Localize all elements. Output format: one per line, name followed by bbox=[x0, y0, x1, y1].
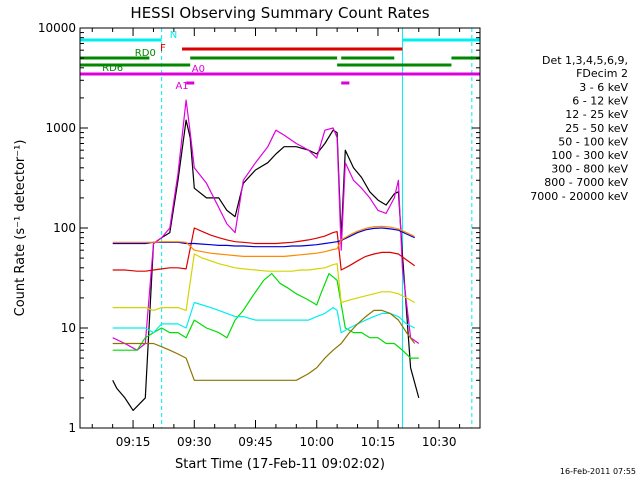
series-line-7 bbox=[112, 225, 415, 257]
x-axis-title: Start Time (17-Feb-11 09:02:02) bbox=[175, 457, 385, 472]
series-line-1 bbox=[112, 99, 420, 351]
y-axis: 1 10 100 1000 10000 bbox=[38, 21, 480, 435]
flag-label-f: F bbox=[160, 43, 166, 54]
flag-label-n: N bbox=[170, 30, 177, 41]
y-tick-label-1: 10 bbox=[61, 321, 76, 335]
y-tick-label-0: 1 bbox=[68, 421, 76, 435]
legend-entry-3: 25 - 50 keV bbox=[565, 122, 628, 135]
series-line-3 bbox=[112, 301, 415, 334]
x-axis: 09:15 09:30 09:45 10:00 10:15 10:30 bbox=[91, 28, 481, 449]
plot-area: NF RD0 RD6 A0 A1 bbox=[79, 28, 480, 428]
flag-label-rd6: RD6 bbox=[102, 63, 123, 74]
footer-date: 16-Feb-2011 07:55 bbox=[560, 467, 636, 476]
series-line-4 bbox=[112, 253, 415, 311]
series-line-5 bbox=[112, 227, 416, 272]
flag-label-a0: A0 bbox=[192, 64, 205, 75]
legend-header-line-2: FDecim 2 bbox=[576, 67, 628, 80]
y-tick-label-3: 1000 bbox=[45, 121, 76, 135]
chart-title: HESSI Observing Summary Count Rates bbox=[130, 4, 429, 22]
y-tick-label-2: 100 bbox=[53, 221, 76, 235]
series-line-8 bbox=[112, 309, 416, 381]
y-axis-title: Count Rate (s⁻¹ detector⁻¹) bbox=[13, 140, 28, 317]
legend-header-line-1: Det 1,3,4,5,6,9, bbox=[542, 54, 628, 67]
x-tick-label-0: 09:15 bbox=[116, 435, 151, 449]
flag-label-rd0: RD0 bbox=[135, 48, 156, 59]
legend-entry-1: 6 - 12 keV bbox=[572, 95, 628, 108]
y-tick-label-4: 10000 bbox=[38, 21, 76, 35]
legend-entry-5: 100 - 300 keV bbox=[551, 149, 628, 162]
series-line-2 bbox=[112, 273, 419, 359]
x-tick-label-4: 10:15 bbox=[361, 435, 396, 449]
legend-entry-7: 800 - 7000 keV bbox=[544, 176, 628, 189]
legend-entry-8: 7000 - 20000 keV bbox=[530, 190, 628, 203]
legend-entry-2: 12 - 25 keV bbox=[565, 108, 628, 121]
flag-label-a1: A1 bbox=[175, 81, 188, 92]
flag-bars: NF RD0 RD6 A0 A1 bbox=[80, 30, 480, 92]
x-tick-label-2: 09:45 bbox=[238, 435, 273, 449]
x-tick-label-3: 10:00 bbox=[299, 435, 334, 449]
x-tick-label-5: 10:30 bbox=[422, 435, 457, 449]
x-tick-label-1: 09:30 bbox=[177, 435, 212, 449]
legend-entry-6: 300 - 800 keV bbox=[551, 163, 628, 176]
series-line-0 bbox=[112, 119, 420, 411]
legend-entry-4: 50 - 100 keV bbox=[558, 135, 628, 148]
series-lines bbox=[112, 99, 420, 411]
legend-entry-0: 3 - 6 keV bbox=[579, 81, 628, 94]
